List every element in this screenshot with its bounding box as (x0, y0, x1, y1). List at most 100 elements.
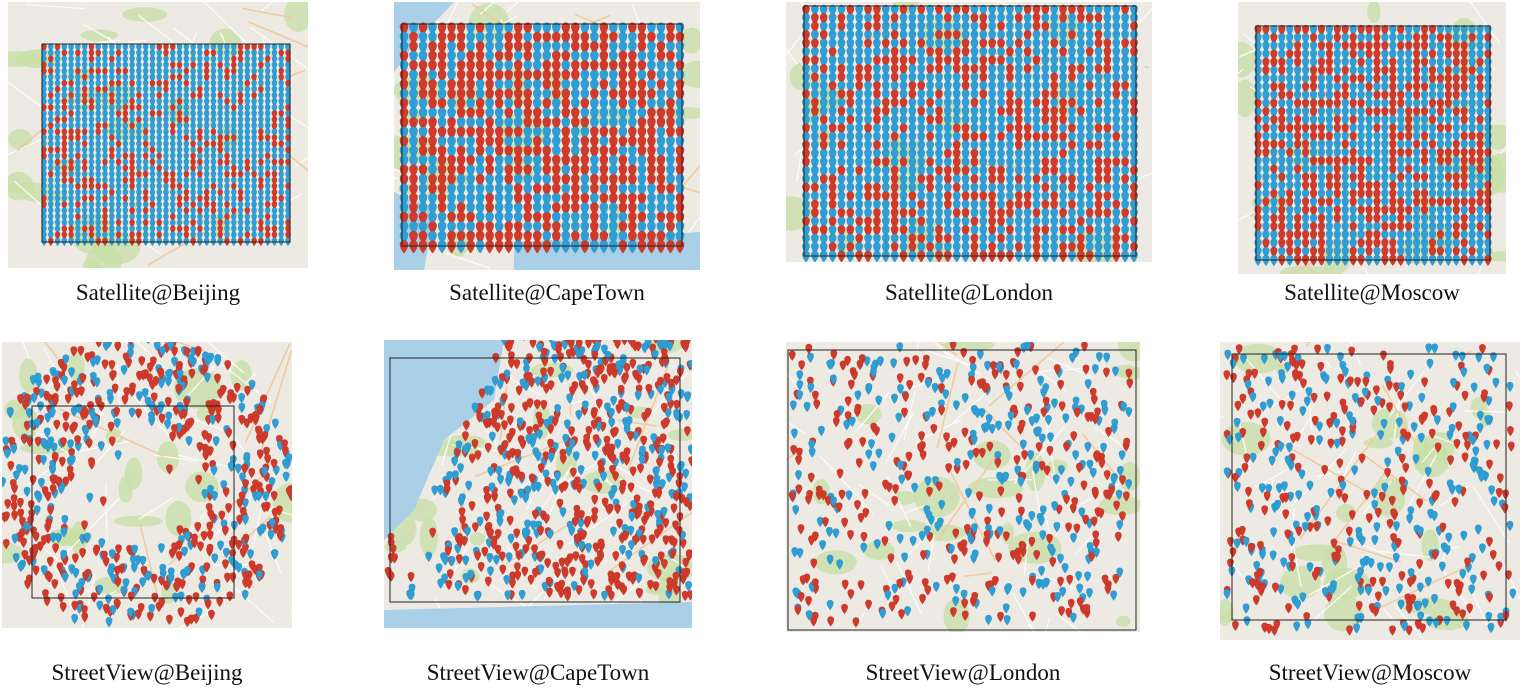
location-marker (837, 165, 846, 178)
location-marker (258, 49, 264, 59)
location-marker (819, 4, 828, 17)
location-marker (1365, 156, 1373, 168)
location-marker (1059, 97, 1068, 111)
location-marker (258, 152, 264, 162)
location-marker (162, 580, 170, 592)
location-marker (169, 189, 176, 198)
location-marker (846, 72, 855, 85)
location-marker (81, 98, 88, 107)
location-marker (504, 22, 514, 36)
location-marker (1317, 197, 1326, 209)
location-marker (115, 98, 122, 107)
location-marker (599, 136, 609, 150)
location-marker (241, 498, 249, 509)
location-marker (1428, 74, 1437, 86)
location-marker (1341, 205, 1349, 217)
location-marker (1309, 172, 1318, 185)
location-marker (1381, 131, 1389, 143)
location-marker (1278, 82, 1286, 94)
location-marker (1094, 106, 1103, 119)
location-marker (113, 552, 121, 564)
location-marker (129, 79, 135, 89)
location-marker (542, 221, 552, 235)
location-marker (224, 195, 230, 204)
location-marker (485, 240, 495, 254)
location-marker (1420, 246, 1429, 258)
location-marker (55, 532, 62, 544)
location-marker (828, 157, 837, 170)
location-marker (1325, 65, 1334, 78)
location-marker (561, 98, 571, 112)
location-marker (447, 22, 456, 36)
location-marker (1468, 221, 1476, 234)
location-marker (428, 22, 437, 36)
map-satellite-capetown (394, 2, 700, 270)
location-marker (628, 60, 637, 74)
location-marker (881, 13, 890, 26)
location-marker (136, 67, 142, 77)
location-marker (1293, 238, 1302, 250)
location-marker (428, 41, 437, 55)
location-marker (943, 47, 952, 60)
location-marker (637, 145, 647, 159)
location-marker (881, 157, 890, 170)
location-marker (61, 85, 68, 95)
location-marker (244, 152, 251, 162)
location-marker (68, 73, 74, 83)
location-marker (1286, 238, 1294, 250)
location-marker (88, 55, 95, 65)
location-marker (637, 79, 647, 93)
location-marker (156, 158, 163, 168)
location-marker (1309, 148, 1318, 160)
location-marker (41, 485, 49, 497)
location-marker (1373, 156, 1381, 168)
location-marker (1023, 55, 1032, 68)
location-marker (1412, 65, 1421, 78)
location-marker (575, 585, 583, 596)
location-marker (647, 136, 656, 150)
location-marker (899, 72, 908, 85)
location-marker (864, 106, 872, 119)
location-marker (1452, 90, 1460, 102)
location-marker (599, 202, 609, 216)
location-marker (114, 577, 122, 588)
location-marker (580, 50, 590, 65)
location-marker (122, 67, 129, 77)
location-marker (1094, 208, 1103, 221)
location-marker (129, 231, 135, 241)
location-marker (1112, 13, 1121, 26)
location-marker (864, 13, 872, 26)
location-marker (899, 123, 908, 136)
location-marker (47, 146, 54, 156)
location-marker (1325, 213, 1334, 226)
location-marker (61, 182, 68, 192)
location-marker (230, 158, 237, 168)
location-marker (1428, 65, 1437, 78)
location-marker (610, 395, 618, 407)
location-marker (142, 195, 149, 204)
location-marker (628, 164, 637, 178)
location-marker (1428, 156, 1437, 168)
location-marker (1476, 139, 1484, 152)
location-marker (979, 97, 988, 111)
location-marker (3, 448, 11, 460)
location-marker (1094, 89, 1103, 102)
location-marker (1325, 106, 1334, 119)
location-marker (88, 182, 95, 192)
location-marker (1341, 57, 1349, 70)
location-marker (164, 419, 172, 430)
location-marker (428, 202, 437, 216)
location-marker (139, 577, 147, 588)
location-marker (135, 391, 143, 402)
location-marker (1341, 115, 1349, 127)
location-marker (217, 213, 224, 223)
location-marker (1349, 33, 1357, 45)
location-marker (1412, 49, 1421, 61)
location-marker (1270, 41, 1278, 53)
location-marker (532, 50, 542, 65)
location-marker (1262, 74, 1270, 86)
location-marker (997, 208, 1005, 221)
location-marker (136, 85, 142, 95)
location-marker (120, 585, 128, 597)
location-marker (970, 216, 979, 229)
